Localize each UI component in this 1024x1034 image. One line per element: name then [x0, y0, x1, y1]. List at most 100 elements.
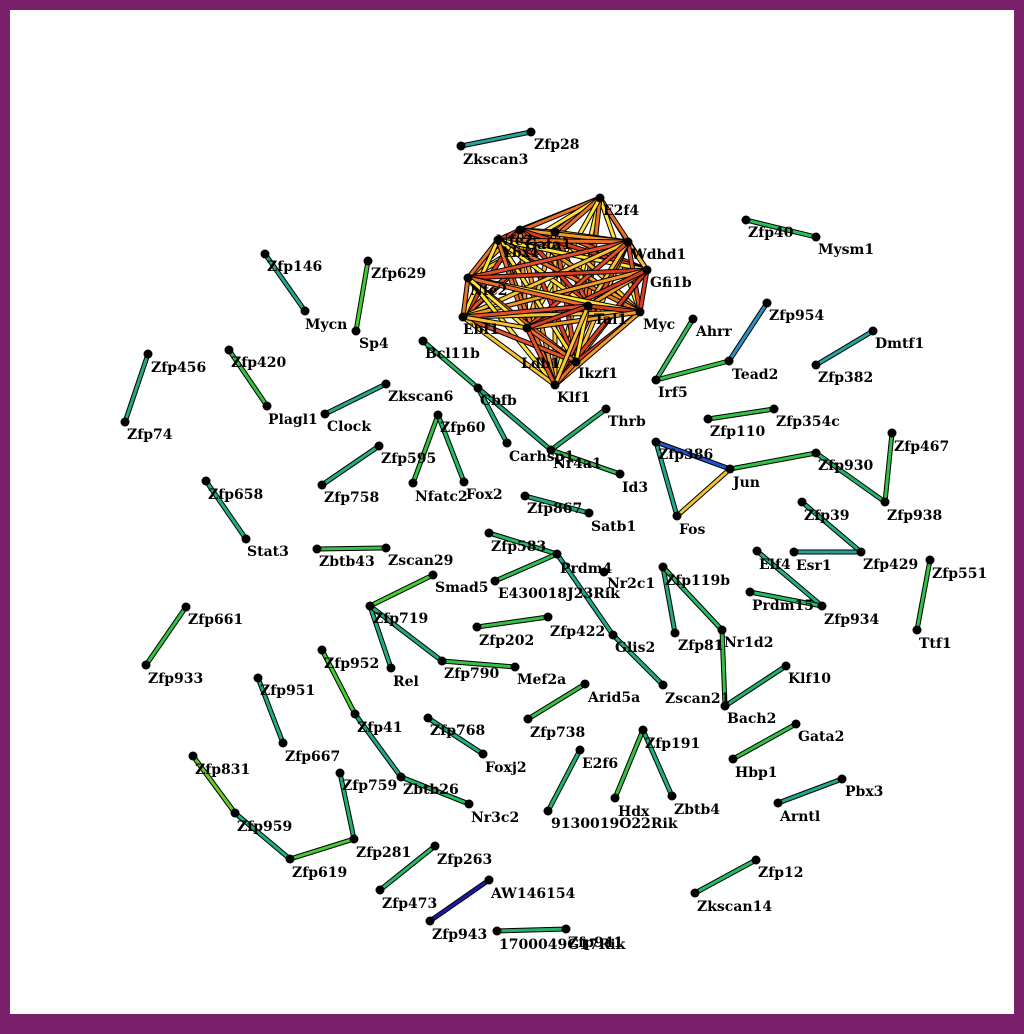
edge-Zfp629-Sp4 [354, 259, 370, 333]
node-label-Thrb: Thrb [608, 414, 646, 430]
node-Zfp420 [224, 345, 234, 355]
node-label-Zfp281: Zfp281 [356, 845, 411, 861]
node-Zfp790 [437, 656, 447, 666]
node-Zfp429 [856, 547, 866, 557]
node-E430018J23Rik [490, 576, 500, 586]
cluster-edge [496, 238, 630, 244]
node-Mysm1 [811, 232, 821, 242]
edge-Glis2-Zscan21 [611, 633, 665, 687]
node-label-Prdm4: Prdm4 [560, 561, 613, 577]
node-Tal1 [583, 301, 593, 311]
node-label-Zfp456: Zfp456 [151, 360, 206, 376]
node-label-Zfp619: Zfp619 [292, 865, 347, 881]
node-Foxj2 [478, 749, 488, 759]
node-label-Zfp119b: Zfp119b [665, 573, 730, 589]
node-label-Tead2: Tead2 [732, 367, 778, 383]
node-Zfp146 [260, 249, 270, 259]
node-Nfe2 [515, 225, 525, 235]
node-label-Zfp667: Zfp667 [285, 749, 340, 765]
edge-Zfp119b-Nr1d2 [661, 565, 724, 632]
edge-Jun-Zfp930 [728, 451, 818, 471]
node-Gfi1b [642, 265, 652, 275]
node-Zfp202 [472, 622, 482, 632]
node-Zbtb43 [312, 544, 322, 554]
node-Zfp951 [253, 673, 263, 683]
edge-Zfp719-Zfp790 [368, 604, 444, 663]
node-label-Zfp110: Zfp110 [710, 424, 766, 440]
node-Nr2c1 [599, 567, 609, 577]
node-Zfp954 [762, 298, 772, 308]
node-Zfp719 [365, 601, 375, 611]
node-Zfp738 [523, 714, 533, 724]
node-Elf4 [752, 546, 762, 556]
node-Arid5a [580, 679, 590, 689]
cluster-edge [496, 238, 642, 314]
edge-Zkscan6-Clock [323, 382, 388, 416]
node-label-Nfe2: Nfe2 [496, 233, 533, 249]
edge-Zfp867-Satb1 [523, 494, 591, 515]
node-Nfatc2 [408, 478, 418, 488]
node-Zfp831 [188, 751, 198, 761]
edge-Zfp595-Zfp758 [320, 444, 381, 487]
node-label-Zfp583: Zfp583 [491, 539, 546, 555]
node-label-Smad5: Smad5 [435, 580, 489, 596]
node-label-Zfp629: Zfp629 [371, 266, 426, 282]
node-AW146154 [484, 875, 494, 885]
node-label-Clock: Clock [327, 419, 371, 435]
edge-Zfp658-Stat3 [204, 479, 248, 541]
node-layer [120, 127, 935, 936]
node-Zfp661 [181, 602, 191, 612]
node-label-Zfp473: Zfp473 [382, 896, 437, 912]
node-label-Zfp867: Zfp867 [527, 501, 582, 517]
node-Arntl [773, 798, 783, 808]
edge-Zfp191-Zbtb4 [641, 728, 674, 798]
node-Hdx [610, 793, 620, 803]
node-label-Zfp41: Zfp41 [357, 720, 403, 736]
node-label-Mycn: Mycn [305, 317, 347, 333]
edge-Ahrr-Irf5 [654, 317, 695, 382]
node-label-Wdhd1: Wdhd1 [630, 247, 686, 263]
cluster-edge [525, 326, 557, 387]
edge-Zbtb26-Nr3c2 [399, 775, 471, 806]
node-Zfp551 [925, 555, 935, 565]
node-label-Nr1d2: Nr1d2 [724, 635, 773, 651]
node-Zfp768 [423, 713, 433, 723]
edge-E430018J23Rik-Prdm4 [493, 552, 559, 583]
node-label-Sp4: Sp4 [359, 336, 389, 352]
node-Zfp938 [880, 497, 890, 507]
node-label-AW146154: AW146154 [490, 886, 576, 902]
node-Zfp930 [811, 448, 821, 458]
node-Zfp933 [141, 660, 151, 670]
node-Carhsp1 [502, 438, 512, 448]
cluster-edge [461, 304, 590, 319]
node-label-Arid5a: Arid5a [587, 690, 640, 706]
node-label-E2f6: E2f6 [582, 756, 618, 772]
node-label-Zfp954: Zfp954 [769, 308, 825, 324]
cluster-edge [461, 276, 470, 319]
node-label-Bach2: Bach2 [727, 711, 776, 727]
node-Ybx1 [493, 235, 503, 245]
node-Nr1d2 [717, 625, 727, 635]
node-label-Fos: Fos [679, 522, 706, 538]
node-label-Zfp420: Zfp420 [231, 355, 287, 371]
node-label-Zfp938: Zfp938 [887, 508, 942, 524]
node-label-Zfp831: Zfp831 [195, 762, 250, 778]
node-Rel [386, 663, 396, 673]
edge-Zfp191-Hdx [613, 728, 645, 800]
edge-Dmtf1-Zfp382 [814, 329, 875, 367]
edge-Cbfb-Carhsp1 [476, 386, 509, 445]
node-Zfp60 [433, 410, 443, 420]
node-label-Stat3: Stat3 [247, 544, 289, 560]
node-Zscan29 [381, 543, 391, 553]
node-label-Zfp551: Zfp551 [932, 566, 987, 582]
node-label-Ebf1: Ebf1 [463, 322, 499, 338]
cluster-edge [466, 276, 590, 308]
node-label-Gata1: Gata1 [525, 237, 571, 253]
node-label-Zfp952: Zfp952 [324, 656, 379, 672]
edge-Zfp12-Zkscan14 [693, 858, 758, 895]
node-Nr3c2 [464, 799, 474, 809]
node-Zfp28 [526, 127, 536, 137]
node-label-1700049G17Rik: 1700049G17Rik [499, 937, 626, 953]
edge-Arid5a-Zfp738 [526, 682, 587, 721]
node-Zfp263 [430, 841, 440, 851]
